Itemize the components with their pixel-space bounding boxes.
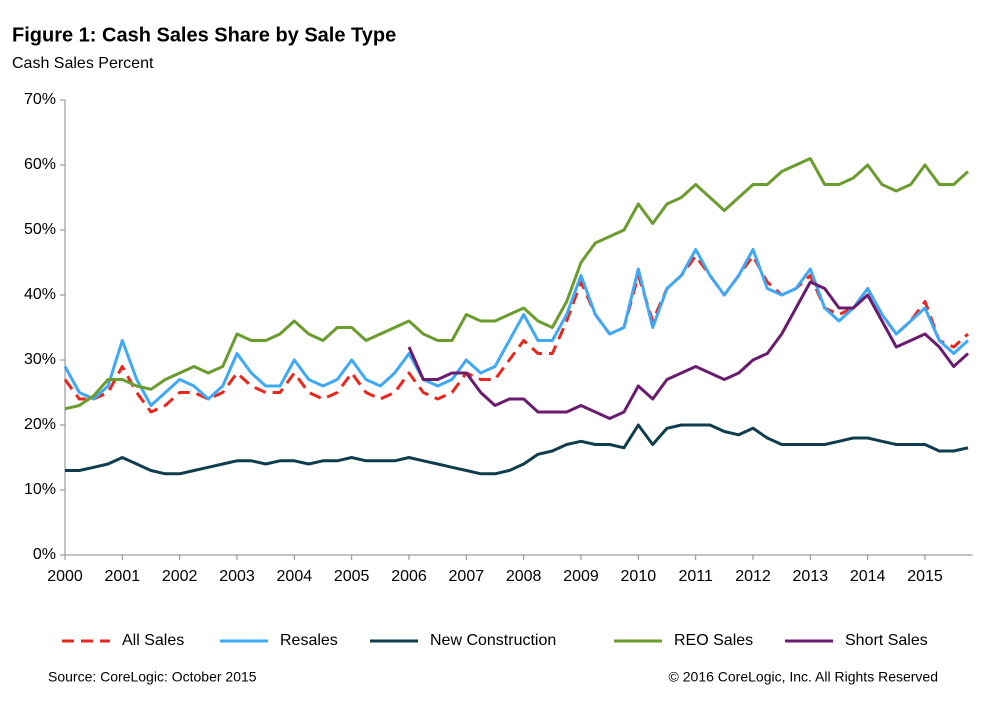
x-tick-label: 2010 — [621, 568, 657, 585]
x-tick-label: 2012 — [735, 568, 771, 585]
legend-label: All Sales — [122, 632, 184, 649]
series-line — [65, 423, 969, 476]
chart-title: Figure 1: Cash Sales Share by Sale Type — [12, 24, 396, 46]
x-tick-label: 2007 — [449, 568, 485, 585]
y-tick-label: 20% — [24, 416, 56, 433]
y-tick-label: 60% — [24, 156, 56, 173]
y-tick-label: 0% — [33, 546, 56, 563]
x-tick-label: 2000 — [47, 568, 83, 585]
x-tick-label: 2011 — [678, 568, 713, 585]
x-tick-label: 2014 — [850, 568, 886, 585]
x-tick-label: 2004 — [277, 568, 313, 585]
series-line — [64, 157, 970, 411]
y-tick-label: 50% — [24, 221, 56, 238]
series-line — [63, 248, 970, 407]
x-tick-label: 2001 — [105, 568, 141, 585]
legend-label: Short Sales — [845, 632, 928, 649]
series-line — [63, 254, 970, 414]
copyright: © 2016 CoreLogic, Inc. All Rights Reserv… — [669, 669, 938, 685]
x-tick-label: 2009 — [563, 568, 599, 585]
legend-label: Resales — [280, 632, 338, 649]
x-tick-label: 2003 — [219, 568, 255, 585]
legend-label: New Construction — [430, 632, 556, 649]
y-tick-label: 40% — [24, 286, 56, 303]
x-tick-label: 2005 — [334, 568, 370, 585]
series-line — [407, 280, 970, 420]
y-tick-label: 70% — [24, 91, 56, 108]
x-tick-label: 2013 — [793, 568, 829, 585]
y-tick-label: 30% — [24, 351, 56, 368]
x-tick-label: 2008 — [506, 568, 542, 585]
y-tick-label: 10% — [24, 481, 56, 498]
x-tick-label: 2015 — [907, 568, 943, 585]
x-tick-label: 2002 — [162, 568, 198, 585]
legend-label: REO Sales — [674, 632, 753, 649]
x-tick-label: 2006 — [391, 568, 427, 585]
source: Source: CoreLogic: October 2015 — [48, 669, 257, 685]
chart-subtitle: Cash Sales Percent — [12, 55, 154, 72]
